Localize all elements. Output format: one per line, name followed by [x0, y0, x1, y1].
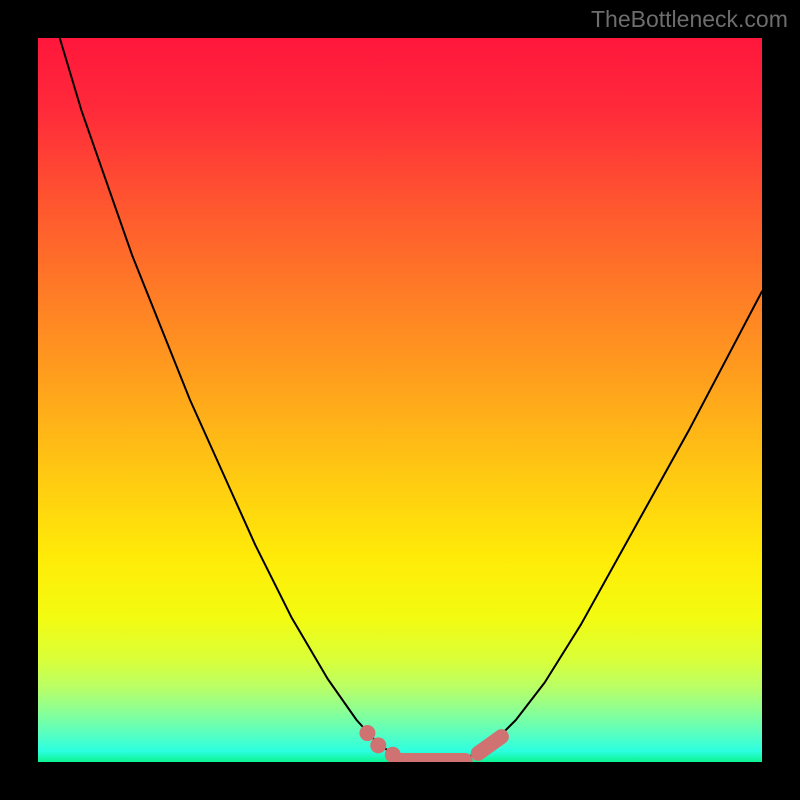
watermark-text: TheBottleneck.com — [591, 6, 788, 33]
chart-stage: TheBottleneck.com — [0, 0, 800, 800]
plot-svg — [38, 38, 762, 762]
marker-point — [359, 725, 375, 741]
gradient-background — [38, 38, 762, 762]
plot-area — [38, 38, 762, 762]
marker-point — [370, 737, 386, 753]
